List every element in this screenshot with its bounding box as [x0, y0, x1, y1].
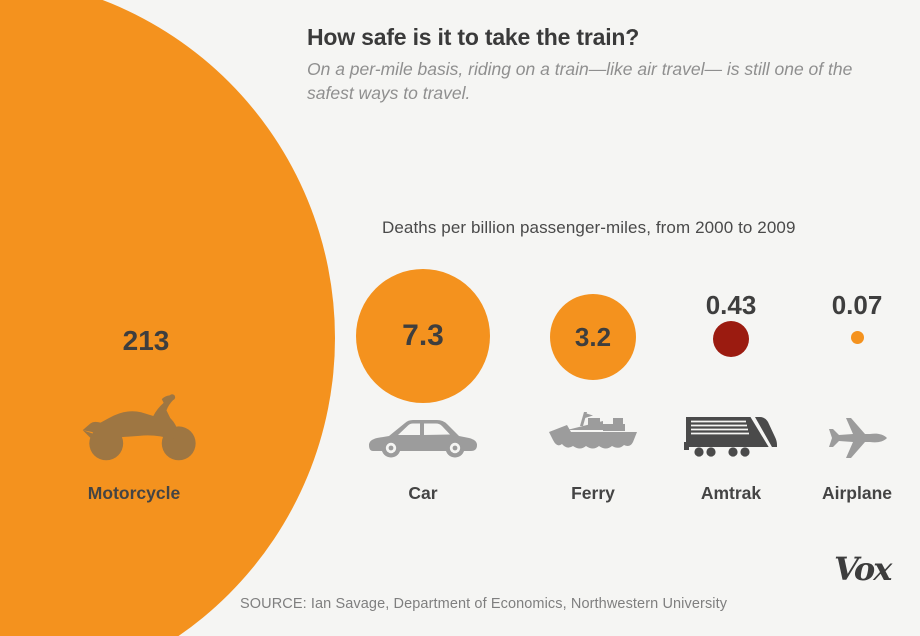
car-icon — [369, 420, 477, 458]
category-label-motorcycle: Motorcycle — [87, 483, 181, 503]
page-subtitle: On a per-mile basis, riding on a train—l… — [307, 59, 853, 104]
category-label-airplane: Airplane — [821, 483, 893, 503]
vox-logo: Vox — [834, 550, 892, 588]
ferry-value: 3.2 — [574, 321, 612, 352]
category-label-car: Car — [408, 483, 438, 503]
amtrak-bubble — [713, 321, 749, 357]
source-credit: SOURCE: Ian Savage, Department of Econom… — [240, 596, 728, 612]
page-title: How safe is it to take the train? — [307, 24, 640, 50]
chart-title: Deaths per billion passenger-miles, from… — [382, 218, 796, 237]
car-bubble: 7.3 — [356, 269, 490, 403]
train-icon — [684, 415, 777, 457]
motorcycle-icon — [82, 394, 196, 461]
ferry-icon — [549, 412, 637, 449]
category-label-ferry: Ferry — [571, 483, 615, 503]
motorcycle-bubble — [0, 0, 335, 636]
ferry-bubble: 3.2 — [550, 294, 636, 380]
airplane-icon — [829, 418, 887, 458]
car-value: 7.3 — [402, 319, 444, 352]
category-label-amtrak: Amtrak — [700, 483, 762, 503]
amtrak-value: 0.43 — [705, 290, 757, 320]
airplane-value: 0.07 — [831, 290, 883, 320]
motorcycle-value: 213 — [122, 325, 170, 356]
airplane-bubble — [851, 331, 864, 344]
